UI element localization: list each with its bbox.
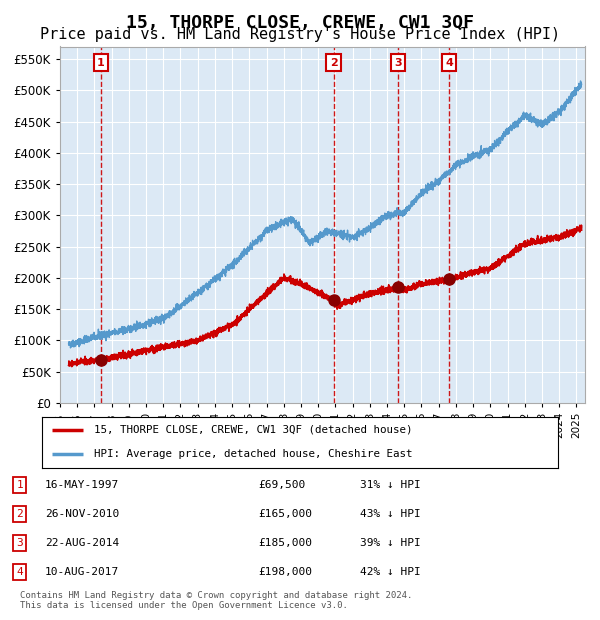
- Text: HPI: Average price, detached house, Cheshire East: HPI: Average price, detached house, Ches…: [94, 449, 412, 459]
- Text: 1: 1: [16, 480, 23, 490]
- Text: 16-MAY-1997: 16-MAY-1997: [45, 480, 119, 490]
- Text: Price paid vs. HM Land Registry's House Price Index (HPI): Price paid vs. HM Land Registry's House …: [40, 27, 560, 42]
- Text: 3: 3: [394, 58, 402, 68]
- Text: £185,000: £185,000: [258, 538, 312, 548]
- Text: 2: 2: [330, 58, 338, 68]
- Text: 15, THORPE CLOSE, CREWE, CW1 3QF (detached house): 15, THORPE CLOSE, CREWE, CW1 3QF (detach…: [94, 425, 412, 435]
- Text: 39% ↓ HPI: 39% ↓ HPI: [360, 538, 421, 548]
- Text: £165,000: £165,000: [258, 509, 312, 519]
- Text: 42% ↓ HPI: 42% ↓ HPI: [360, 567, 421, 577]
- Text: 3: 3: [16, 538, 23, 548]
- Text: Contains HM Land Registry data © Crown copyright and database right 2024.
This d: Contains HM Land Registry data © Crown c…: [20, 591, 412, 610]
- Text: 15, THORPE CLOSE, CREWE, CW1 3QF: 15, THORPE CLOSE, CREWE, CW1 3QF: [126, 14, 474, 32]
- Text: 10-AUG-2017: 10-AUG-2017: [45, 567, 119, 577]
- Text: 4: 4: [16, 567, 23, 577]
- Text: 4: 4: [445, 58, 453, 68]
- Text: £198,000: £198,000: [258, 567, 312, 577]
- Text: 22-AUG-2014: 22-AUG-2014: [45, 538, 119, 548]
- Text: 26-NOV-2010: 26-NOV-2010: [45, 509, 119, 519]
- Text: 1: 1: [97, 58, 104, 68]
- Text: £69,500: £69,500: [258, 480, 305, 490]
- Text: 31% ↓ HPI: 31% ↓ HPI: [360, 480, 421, 490]
- Text: 2: 2: [16, 509, 23, 519]
- Text: 43% ↓ HPI: 43% ↓ HPI: [360, 509, 421, 519]
